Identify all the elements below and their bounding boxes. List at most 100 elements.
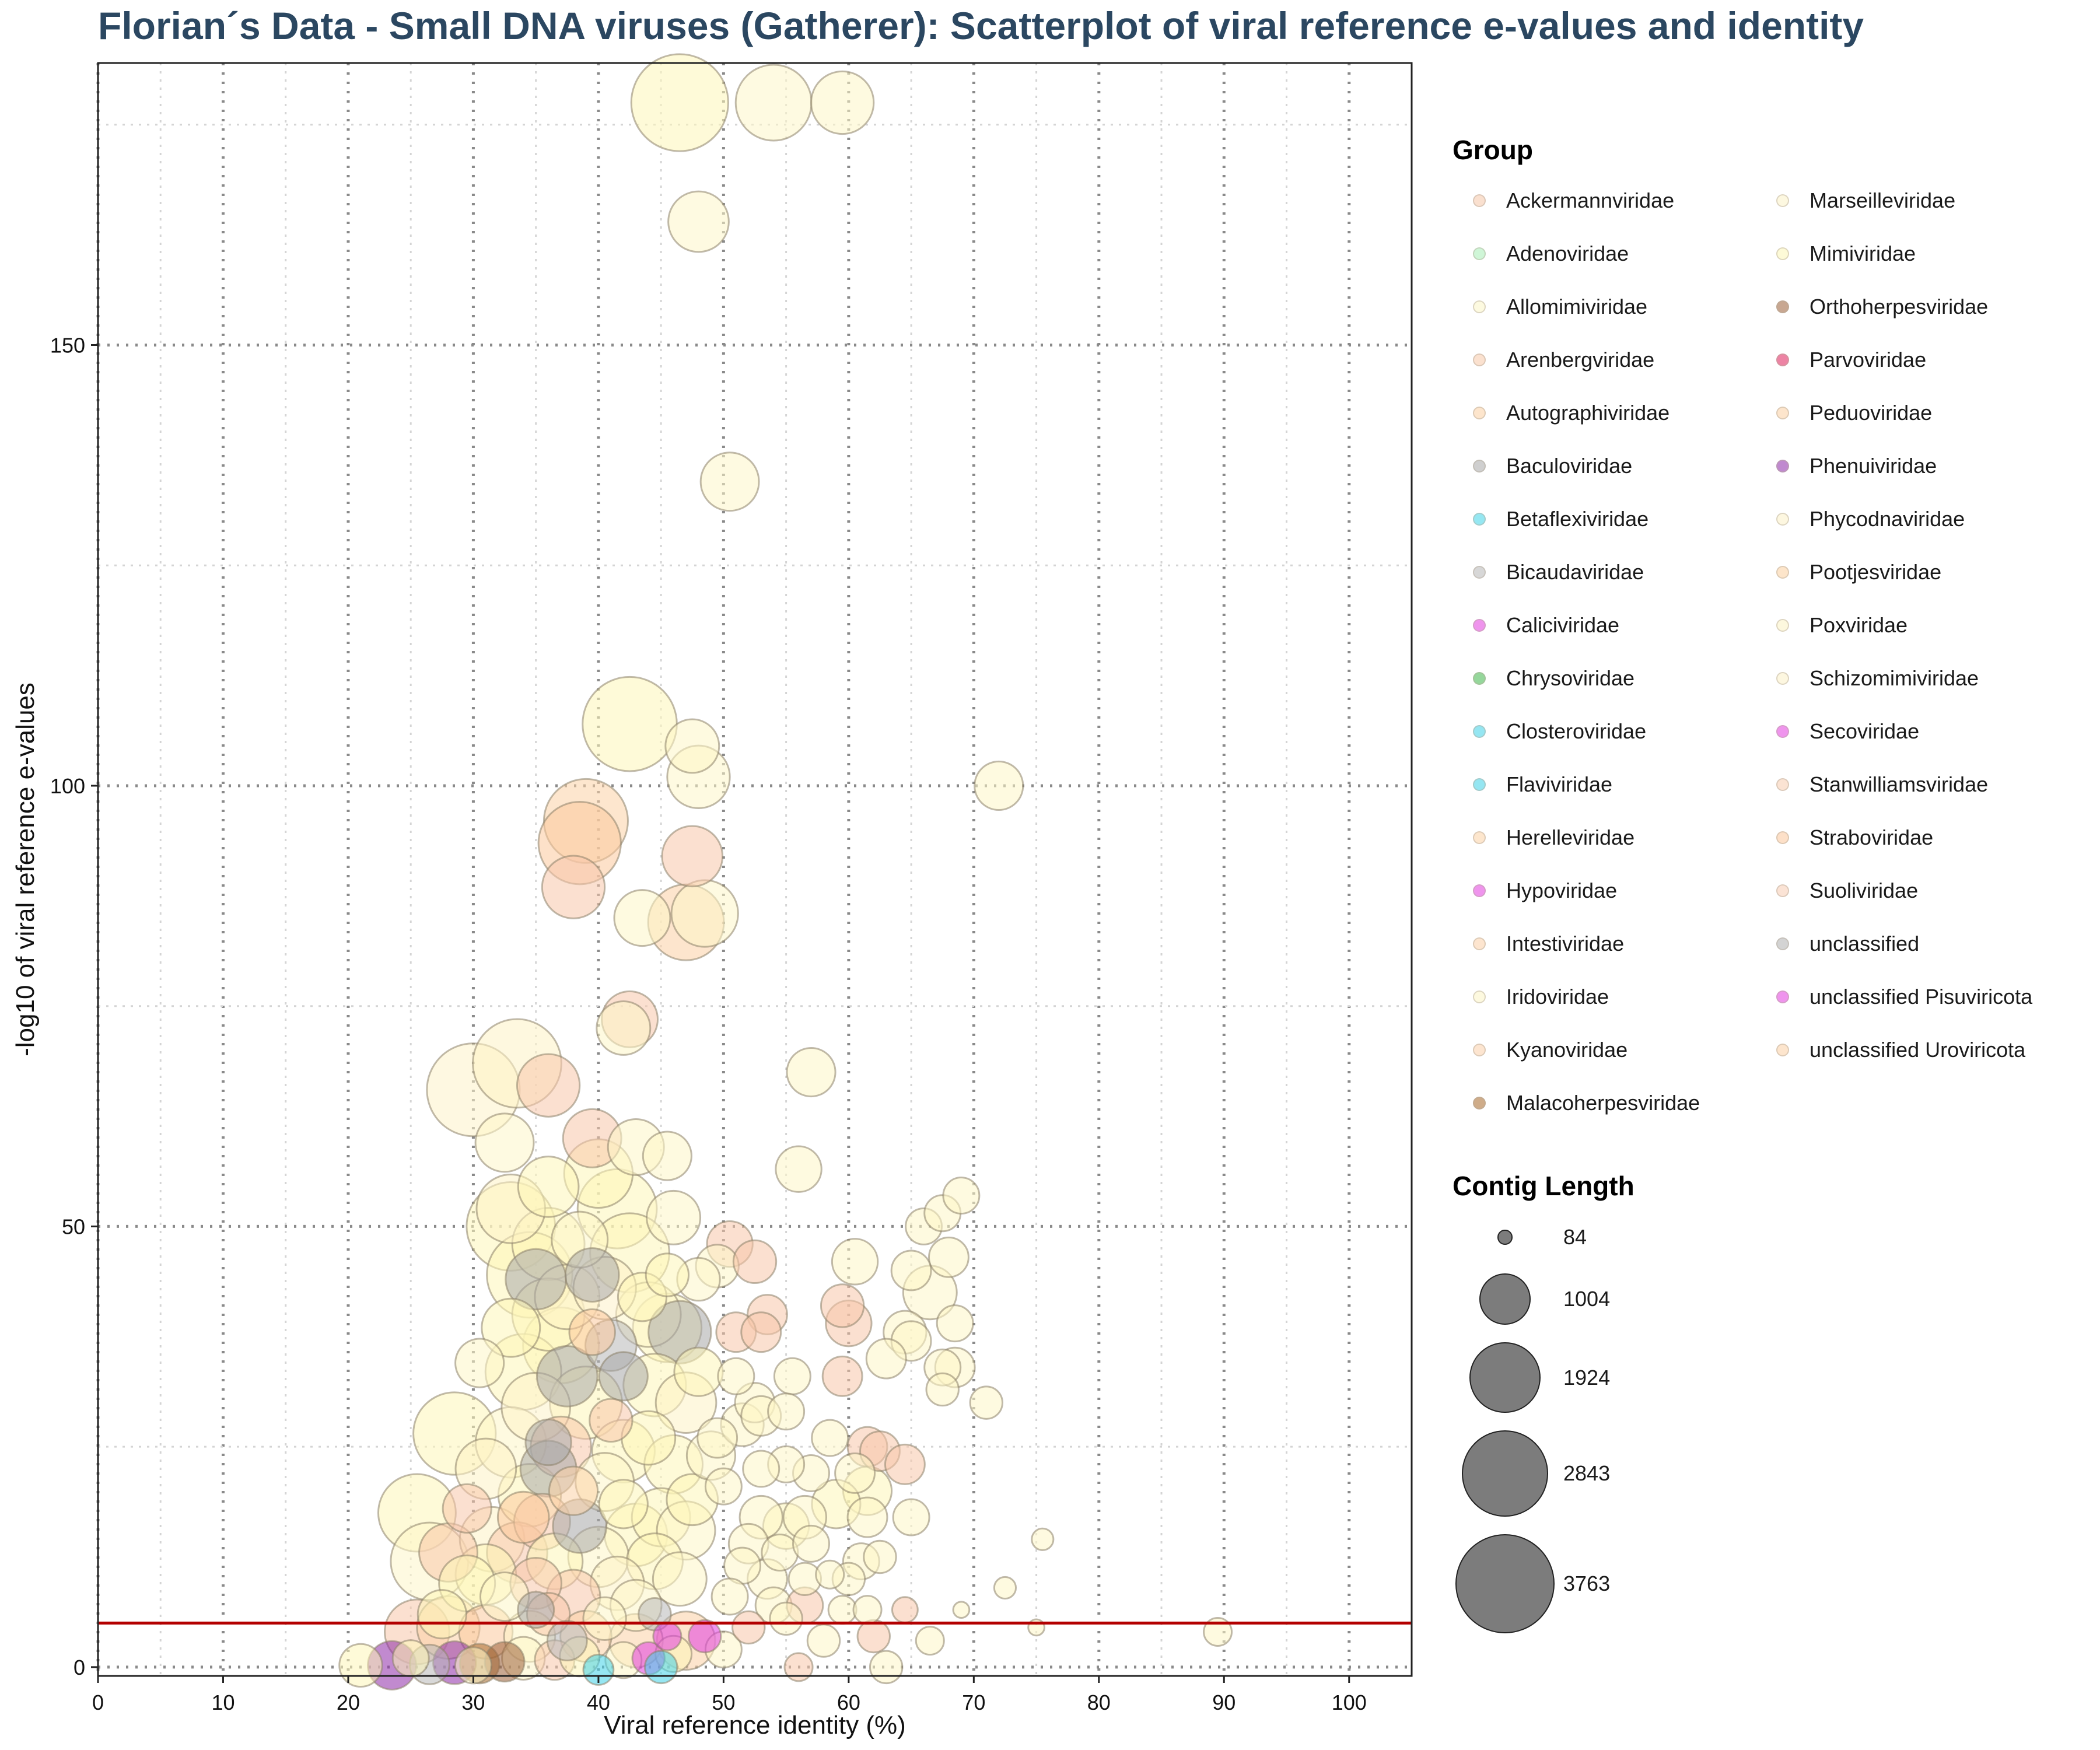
points-layer — [338, 53, 1233, 1690]
legend-key — [1452, 1043, 1506, 1056]
legend-label: Adenoviridae — [1506, 241, 1629, 265]
data-point — [761, 1533, 799, 1572]
legend-item: Kyanoviridae — [1452, 1023, 1756, 1076]
legend-swatch — [1473, 937, 1486, 950]
legend-key — [1452, 247, 1506, 260]
legend-key — [1756, 937, 1810, 950]
legend-key — [1756, 565, 1810, 579]
x-tick-label: 40 — [587, 1690, 610, 1714]
x-tick-label: 50 — [712, 1690, 735, 1714]
data-point — [516, 1053, 581, 1118]
legend-key — [1452, 565, 1506, 579]
legend-key — [1452, 778, 1506, 791]
data-point — [892, 1498, 930, 1536]
data-point — [869, 1650, 904, 1685]
size-legend-item: 3763 — [1452, 1525, 2094, 1642]
legend-swatch — [1776, 884, 1789, 897]
data-point — [936, 1304, 974, 1343]
legend-item: Orthoherpesviridae — [1756, 280, 2082, 333]
legend: Group Ackermannviridae Adenoviridae Allomi… — [1452, 134, 2094, 1642]
legend-key — [1756, 247, 1810, 260]
data-point — [589, 1398, 634, 1443]
data-point — [740, 1311, 782, 1353]
legend-swatch — [1473, 194, 1486, 207]
size-legend-circle — [1462, 1430, 1548, 1517]
size-legend-item: 2843 — [1452, 1422, 2094, 1525]
legend-item: Iridoviridae — [1452, 970, 1756, 1023]
legend-swatch — [1776, 194, 1789, 207]
legend-item: Suoliviridae — [1756, 864, 2082, 917]
data-point — [863, 1539, 897, 1574]
legend-key — [1756, 194, 1810, 207]
legend-label: Suoliviridae — [1810, 878, 1919, 902]
data-point — [767, 1392, 806, 1431]
data-point — [732, 1610, 766, 1645]
y-tick-label: 0 — [74, 1656, 85, 1679]
size-legend-circle — [1469, 1342, 1541, 1413]
data-point — [827, 1595, 858, 1625]
legend-label: unclassified — [1810, 931, 1920, 956]
legend-key — [1452, 353, 1506, 366]
size-legend-circle — [1497, 1230, 1513, 1245]
legend-item: Stanwilliamsviridae — [1756, 758, 2082, 811]
x-tick-label: 0 — [92, 1690, 104, 1714]
x-tick-label: 60 — [837, 1690, 860, 1714]
legend-key — [1756, 353, 1810, 366]
legend-item: Phenuiviridae — [1756, 439, 2082, 492]
legend-key — [1452, 512, 1506, 526]
legend-item: unclassified Pisuviricota — [1756, 970, 2082, 1023]
data-point — [596, 1000, 652, 1056]
legend-label: Intestiviridae — [1506, 931, 1625, 956]
group-legend: Ackermannviridae Adenoviridae Allomimiviri… — [1452, 174, 2094, 1129]
legend-key — [1756, 724, 1810, 738]
legend-label: Kyanoviridae — [1506, 1037, 1628, 1062]
data-point — [993, 1576, 1017, 1600]
legend-swatch — [1473, 671, 1486, 685]
legend-swatch — [1473, 884, 1486, 897]
legend-key — [1756, 990, 1810, 1003]
data-point — [661, 825, 724, 888]
legend-item: Pootjesviridae — [1756, 545, 2082, 598]
data-point — [952, 1601, 971, 1619]
data-point — [717, 1357, 755, 1395]
legend-item: Autographiviridae — [1452, 386, 1756, 439]
data-point — [391, 1639, 430, 1678]
data-point — [536, 1345, 598, 1408]
data-point — [642, 1130, 692, 1181]
legend-key — [1452, 406, 1506, 419]
legend-label: Parvoviridae — [1810, 347, 1927, 372]
legend-swatch — [1776, 724, 1789, 738]
data-point — [915, 1626, 945, 1656]
legend-label: Poxviridae — [1810, 612, 1908, 637]
legend-label: Iridoviridae — [1506, 984, 1609, 1009]
data-point — [548, 1465, 599, 1516]
data-point — [1203, 1616, 1233, 1647]
axis-layer: 0 10 20 30 40 50 60 70 80 90 100 0 50 100 150 — [50, 333, 1367, 1714]
data-point — [652, 1551, 708, 1607]
x-tick-label: 70 — [962, 1690, 985, 1714]
legend-swatch — [1776, 565, 1789, 579]
legend-key — [1756, 300, 1810, 313]
data-point — [667, 190, 730, 253]
legend-key — [1756, 618, 1810, 632]
x-axis-title: Viral reference identity (%) — [604, 1711, 906, 1740]
legend-swatch — [1776, 778, 1789, 791]
data-point — [541, 855, 606, 919]
x-tick-label: 80 — [1087, 1690, 1111, 1714]
data-point — [884, 1443, 926, 1485]
data-point — [517, 1156, 580, 1218]
data-point — [598, 1479, 649, 1530]
legend-label: Ackermannviridae — [1506, 188, 1675, 212]
legend-label: Caliciviridae — [1506, 612, 1620, 637]
legend-key — [1452, 671, 1506, 685]
size-legend-key — [1452, 1534, 1558, 1634]
size-legend-label: 84 — [1563, 1225, 1587, 1249]
data-point — [643, 1650, 678, 1685]
y-tick-label: 50 — [62, 1214, 85, 1238]
data-point — [699, 452, 760, 512]
data-point — [786, 1046, 836, 1098]
data-point — [646, 1189, 702, 1245]
legend-item: unclassified — [1756, 917, 2082, 970]
data-point — [806, 1623, 841, 1658]
